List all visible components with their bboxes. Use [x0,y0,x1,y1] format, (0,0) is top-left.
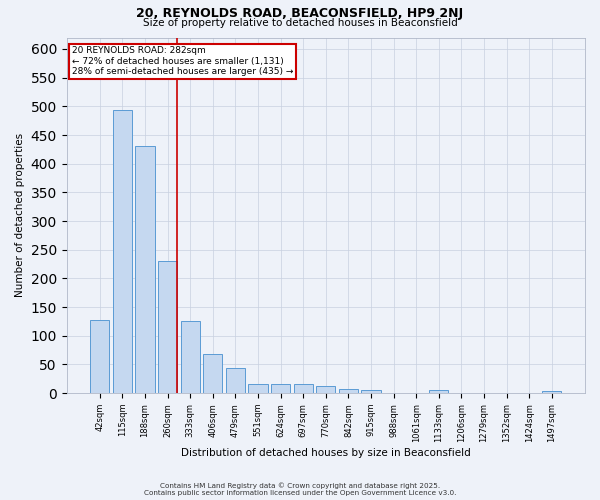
Bar [226,368,245,393]
Bar [248,384,268,393]
Bar [136,146,155,393]
Bar [158,261,177,393]
X-axis label: Distribution of detached houses by size in Beaconsfield: Distribution of detached houses by size … [181,448,471,458]
Bar [181,322,200,393]
Bar [316,386,335,393]
Bar [429,390,448,393]
Text: Contains public sector information licensed under the Open Government Licence v3: Contains public sector information licen… [144,490,456,496]
Text: Contains HM Land Registry data © Crown copyright and database right 2025.: Contains HM Land Registry data © Crown c… [160,482,440,489]
Bar [113,110,132,393]
Bar [361,390,380,393]
Bar [203,354,223,393]
Text: 20 REYNOLDS ROAD: 282sqm
← 72% of detached houses are smaller (1,131)
28% of sem: 20 REYNOLDS ROAD: 282sqm ← 72% of detach… [72,46,293,76]
Bar [90,320,109,393]
Bar [339,388,358,393]
Bar [542,391,562,393]
Text: 20, REYNOLDS ROAD, BEACONSFIELD, HP9 2NJ: 20, REYNOLDS ROAD, BEACONSFIELD, HP9 2NJ [136,8,464,20]
Bar [293,384,313,393]
Bar [271,384,290,393]
Y-axis label: Number of detached properties: Number of detached properties [15,133,25,298]
Text: Size of property relative to detached houses in Beaconsfield: Size of property relative to detached ho… [143,18,457,28]
